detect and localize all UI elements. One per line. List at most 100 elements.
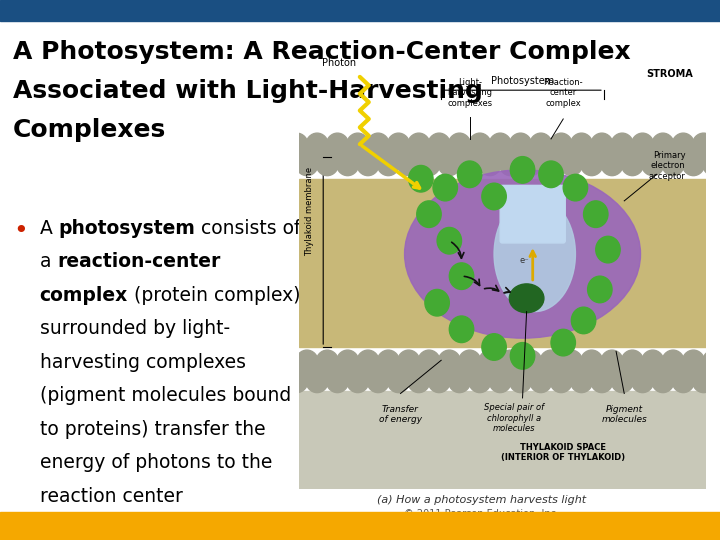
Circle shape	[499, 151, 522, 176]
Text: Primary
electron
acceptor: Primary electron acceptor	[649, 151, 685, 181]
Circle shape	[590, 133, 613, 158]
Circle shape	[702, 350, 720, 375]
Circle shape	[479, 151, 501, 176]
Circle shape	[692, 133, 715, 158]
Circle shape	[550, 368, 572, 393]
Circle shape	[326, 368, 348, 393]
Text: Thylakoid membrane: Thylakoid membrane	[305, 167, 314, 256]
Circle shape	[652, 368, 674, 393]
Text: Associated with Light-Harvesting: Associated with Light-Harvesting	[13, 79, 483, 103]
Text: energy of photons to the: energy of photons to the	[40, 453, 272, 472]
Bar	[299, 392, 706, 489]
Circle shape	[529, 368, 552, 393]
Circle shape	[433, 174, 457, 201]
Circle shape	[306, 368, 328, 393]
Text: surrounded by light-: surrounded by light-	[40, 319, 230, 338]
Bar	[0, 0, 720, 21]
Circle shape	[588, 276, 612, 303]
Text: harvesting complexes: harvesting complexes	[40, 353, 246, 372]
Circle shape	[519, 350, 542, 375]
Circle shape	[631, 368, 654, 393]
Circle shape	[611, 133, 634, 158]
Text: Transfer
of energy: Transfer of energy	[379, 405, 422, 424]
Circle shape	[482, 183, 506, 210]
Ellipse shape	[405, 170, 641, 338]
Circle shape	[438, 350, 461, 375]
Text: •: •	[13, 219, 27, 242]
Text: Reaction-
center
complex: Reaction- center complex	[544, 78, 583, 107]
Text: Pigment
molecules: Pigment molecules	[601, 405, 647, 424]
Circle shape	[509, 368, 532, 393]
Circle shape	[479, 350, 501, 375]
Text: a: a	[40, 252, 57, 271]
Circle shape	[611, 368, 634, 393]
Circle shape	[551, 329, 575, 356]
Text: consists of: consists of	[195, 219, 301, 238]
Circle shape	[366, 368, 390, 393]
Ellipse shape	[494, 197, 575, 312]
Circle shape	[560, 151, 582, 176]
Circle shape	[489, 133, 511, 158]
Circle shape	[428, 368, 451, 393]
Circle shape	[682, 151, 705, 176]
Text: reaction-center: reaction-center	[57, 252, 220, 271]
Circle shape	[682, 350, 705, 375]
Circle shape	[438, 151, 461, 176]
Circle shape	[397, 350, 420, 375]
Circle shape	[449, 263, 474, 289]
Circle shape	[417, 201, 441, 227]
Circle shape	[631, 133, 654, 158]
Text: © 2011 Pearson Education, Inc.: © 2011 Pearson Education, Inc.	[405, 509, 559, 519]
Circle shape	[366, 133, 390, 158]
Circle shape	[539, 161, 563, 187]
Text: A: A	[40, 219, 58, 238]
Circle shape	[295, 151, 318, 176]
Circle shape	[539, 151, 562, 176]
Circle shape	[306, 133, 328, 158]
Circle shape	[377, 350, 400, 375]
Circle shape	[428, 133, 451, 158]
Circle shape	[285, 133, 308, 158]
Circle shape	[510, 342, 535, 369]
Circle shape	[326, 133, 348, 158]
Circle shape	[448, 133, 471, 158]
Circle shape	[672, 133, 695, 158]
Circle shape	[590, 368, 613, 393]
Circle shape	[409, 165, 433, 192]
Text: (pigment molecules bound: (pigment molecules bound	[40, 386, 291, 405]
Ellipse shape	[509, 284, 544, 313]
Circle shape	[448, 368, 471, 393]
Circle shape	[316, 350, 338, 375]
Text: photosystem: photosystem	[58, 219, 195, 238]
Circle shape	[560, 350, 582, 375]
Circle shape	[449, 316, 474, 342]
Circle shape	[346, 133, 369, 158]
Circle shape	[377, 151, 400, 176]
Circle shape	[408, 133, 430, 158]
Circle shape	[713, 368, 720, 393]
Circle shape	[621, 151, 644, 176]
Circle shape	[550, 133, 572, 158]
Bar	[299, 179, 706, 347]
Circle shape	[510, 157, 535, 183]
Circle shape	[499, 350, 522, 375]
Circle shape	[621, 350, 644, 375]
Circle shape	[489, 368, 511, 393]
Circle shape	[692, 368, 715, 393]
Text: Special pair of
chlorophyll a
molecules: Special pair of chlorophyll a molecules	[485, 403, 544, 433]
Circle shape	[580, 151, 603, 176]
Circle shape	[600, 350, 624, 375]
Circle shape	[519, 151, 542, 176]
Circle shape	[570, 368, 593, 393]
Circle shape	[336, 350, 359, 375]
Circle shape	[275, 350, 298, 375]
Circle shape	[600, 151, 624, 176]
Circle shape	[458, 350, 481, 375]
Circle shape	[570, 133, 593, 158]
Circle shape	[418, 350, 441, 375]
Circle shape	[642, 151, 664, 176]
Circle shape	[713, 133, 720, 158]
Circle shape	[469, 133, 491, 158]
Text: Photosystem: Photosystem	[491, 76, 554, 85]
Circle shape	[295, 350, 318, 375]
